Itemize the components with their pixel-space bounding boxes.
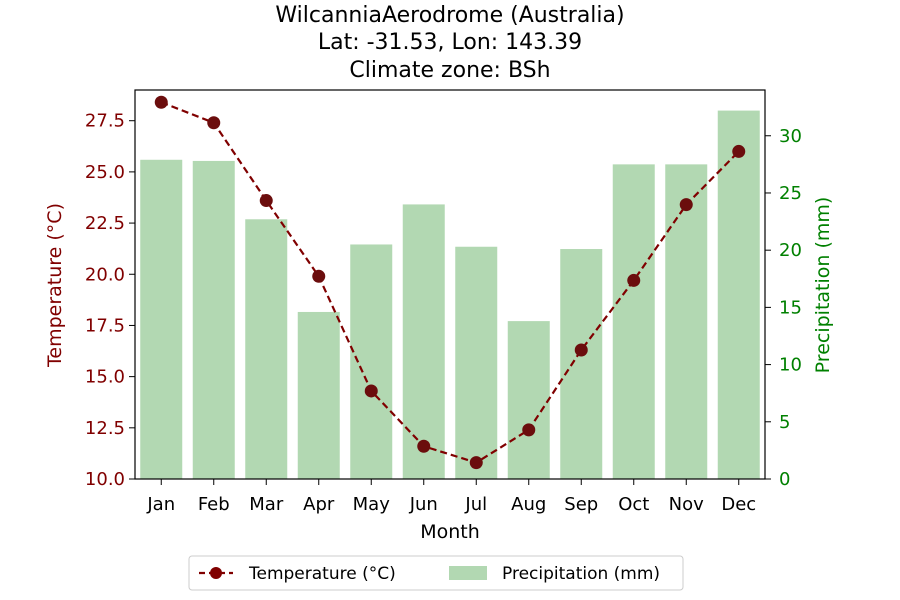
temperature-point-aug xyxy=(522,423,536,437)
precipitation-axis-label: Precipitation (mm) xyxy=(812,197,834,374)
temperature-point-jan xyxy=(154,95,168,109)
precipitation-bars xyxy=(140,110,760,480)
month-tick-label-jan: Jan xyxy=(146,494,175,515)
legend-box xyxy=(188,555,684,591)
temperature-tick-label: 27.5 xyxy=(85,111,125,132)
temperature-tick-label: 20.0 xyxy=(85,264,125,285)
precipitation-tick-label: 0 xyxy=(779,469,790,490)
precipitation-tick-label: 30 xyxy=(779,126,802,147)
temperature-tick-label: 17.5 xyxy=(85,315,125,336)
month-tick-label-may: May xyxy=(353,494,391,515)
precipitation-axis: 0 5 10 15 20 25 30 xyxy=(765,126,802,490)
temperature-point-nov xyxy=(679,198,693,212)
precipitation-tick-label: 25 xyxy=(779,183,802,204)
legend-temperature-label: Temperature (°C) xyxy=(248,564,396,584)
temperature-tick-label: 12.5 xyxy=(85,418,125,439)
month-tick-label-oct: Oct xyxy=(618,494,649,515)
chart-subtitle-coordinates: Lat: -31.53, Lon: 143.39 xyxy=(318,30,582,55)
legend: Temperature (°C) Precipitation (mm) xyxy=(188,555,684,591)
month-axis-label: Month xyxy=(420,521,480,543)
temperature-tick-label: 25.0 xyxy=(85,162,125,183)
temperature-point-mar xyxy=(259,194,273,208)
temperature-point-jul xyxy=(469,456,483,470)
month-tick-label-mar: Mar xyxy=(249,494,284,515)
month-tick-label-jun: Jun xyxy=(409,494,438,515)
temperature-tick-label: 15.0 xyxy=(85,367,125,388)
temperature-point-dec xyxy=(732,144,746,158)
month-axis: Jan Feb Mar Apr May Jun Jul Aug Sep Oct Nov Dec xyxy=(146,479,756,515)
legend-temperature-marker xyxy=(210,567,222,579)
temperature-point-sep xyxy=(574,343,588,357)
plot-frame xyxy=(134,89,766,480)
precipitation-bar-apr xyxy=(297,311,340,479)
legend-precipitation-swatch xyxy=(449,566,487,580)
precipitation-bar-sep xyxy=(560,249,603,479)
temperature-axis-label: Temperature (°C) xyxy=(44,203,66,368)
precipitation-bar-jun xyxy=(402,204,445,479)
month-tick-label-aug: Aug xyxy=(511,494,546,515)
temperature-tick-label: 22.5 xyxy=(85,213,125,234)
legend-precipitation-label: Precipitation (mm) xyxy=(502,564,660,584)
month-tick-label-dec: Dec xyxy=(721,494,756,515)
temperature-tick-label: 10.0 xyxy=(85,469,125,490)
month-tick-label-jul: Jul xyxy=(464,494,487,515)
precipitation-bar-jan xyxy=(140,159,183,480)
precipitation-bar-dec xyxy=(717,110,760,479)
precipitation-bar-aug xyxy=(507,321,550,479)
precipitation-bar-mar xyxy=(245,219,288,480)
temperature-point-feb xyxy=(207,116,221,130)
chart-title: WilcanniaAerodrome (Australia) xyxy=(275,3,624,28)
precipitation-tick-label: 20 xyxy=(779,240,802,261)
temperature-series xyxy=(154,95,746,470)
month-tick-label-nov: Nov xyxy=(669,494,704,515)
month-tick-label-feb: Feb xyxy=(198,494,230,515)
precipitation-bar-may xyxy=(350,244,393,479)
precipitation-tick-label: 10 xyxy=(779,355,802,376)
temperature-point-oct xyxy=(627,273,641,287)
month-tick-label-apr: Apr xyxy=(303,494,335,515)
precipitation-tick-label: 5 xyxy=(779,412,790,433)
temperature-axis: 10.0 12.5 15.0 17.5 20.0 22.5 25.0 27.5 xyxy=(85,111,135,490)
precipitation-bar-feb xyxy=(192,160,235,479)
temperature-point-may xyxy=(364,384,378,398)
precipitation-bar-oct xyxy=(612,164,655,479)
temperature-line xyxy=(160,101,740,464)
precipitation-bar-nov xyxy=(665,164,708,479)
precipitation-tick-label: 15 xyxy=(779,297,802,318)
month-tick-label-sep: Sep xyxy=(564,494,598,515)
temperature-point-apr xyxy=(312,269,326,283)
temperature-point-jun xyxy=(417,439,431,453)
precipitation-bar-jul xyxy=(455,246,498,479)
chart-subtitle-climate-zone: Climate zone: BSh xyxy=(349,58,550,83)
